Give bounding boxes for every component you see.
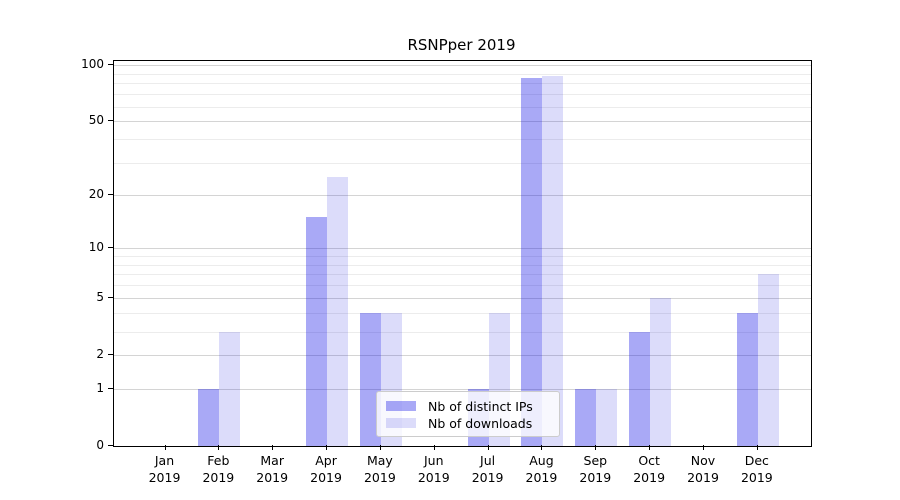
bar-aug-downloads (542, 76, 564, 446)
x-tick-label-aug: Aug 2019 (525, 453, 558, 485)
x-tick-mark (703, 445, 704, 450)
x-tick-mark (541, 445, 543, 450)
major-gridline (114, 121, 811, 123)
legend-swatch-downloads (386, 418, 416, 428)
x-tick-label-feb: Feb 2019 (202, 453, 235, 485)
bar-apr-downloads (327, 177, 349, 446)
x-tick-label-nov: Nov 2019 (687, 453, 719, 485)
y-tick-label: 0 (96, 438, 104, 452)
minor-gridline (114, 255, 811, 257)
y-tick-mark (108, 354, 113, 356)
minor-gridline (114, 313, 811, 315)
x-tick-label-oct: Oct 2019 (633, 453, 666, 485)
y-tick-mark (108, 247, 113, 249)
bar-apr-ips (306, 217, 328, 446)
x-tick-mark (272, 445, 274, 450)
x-tick-label-may: May 2019 (363, 453, 396, 485)
legend-item-distinct-ips: Nb of distinct IPs (386, 398, 550, 414)
minor-gridline (114, 106, 811, 108)
y-tick-mark (108, 193, 113, 195)
bar-dec-ips (736, 313, 758, 446)
x-tick-label-mar: Mar 2019 (256, 453, 289, 485)
x-tick-mark (649, 445, 651, 450)
y-tick-label: 1 (96, 380, 104, 395)
major-gridline (114, 298, 811, 300)
chart-title: RSNPper 2019 (407, 36, 516, 54)
bar-feb-downloads (219, 331, 241, 446)
minor-gridline (114, 94, 811, 96)
major-gridline (114, 194, 811, 196)
x-tick-label-sep: Sep 2019 (579, 453, 612, 485)
minor-gridline (114, 73, 811, 75)
major-gridline (114, 65, 811, 66)
legend-label-downloads: Nb of downloads (428, 415, 533, 431)
bar-sep-downloads (596, 388, 618, 446)
bar-oct-ips (629, 331, 651, 446)
y-tick-label: 50 (88, 113, 104, 128)
major-gridline (114, 248, 811, 250)
legend-item-downloads: Nb of downloads (386, 415, 550, 431)
legend-label-distinct-ips: Nb of distinct IPs (428, 398, 533, 414)
x-tick-label-jul: Jul 2019 (471, 453, 504, 485)
legend-swatch-distinct-ips (386, 401, 416, 411)
minor-gridline (114, 139, 811, 141)
x-tick-mark (379, 445, 381, 450)
major-gridline (114, 388, 811, 390)
legend: Nb of distinct IPs Nb of downloads (376, 391, 560, 437)
minor-gridline (114, 264, 811, 266)
minor-gridline (114, 83, 811, 85)
y-tick-mark (108, 445, 113, 446)
x-tick-mark (326, 445, 328, 450)
y-tick-label: 5 (96, 290, 104, 305)
bar-may-ips (359, 313, 381, 446)
y-tick-label: 100 (81, 57, 104, 71)
x-tick-mark (433, 445, 435, 450)
y-tick-label: 20 (88, 186, 104, 201)
minor-gridline (114, 162, 811, 164)
y-tick-mark (108, 387, 113, 389)
x-tick-mark (487, 445, 489, 450)
plot-area: Nb of distinct IPs Nb of downloads (113, 60, 812, 447)
bar-aug-ips (521, 78, 543, 446)
y-tick-mark (108, 64, 113, 65)
x-tick-label-apr: Apr 2019 (310, 453, 342, 485)
bar-oct-downloads (650, 298, 672, 446)
x-tick-mark (218, 445, 220, 450)
x-tick-mark (595, 445, 597, 450)
x-tick-label-jan: Jan 2019 (148, 453, 181, 485)
y-tick-mark (108, 297, 113, 299)
y-tick-label: 10 (88, 240, 104, 255)
minor-gridline (114, 274, 811, 276)
x-tick-mark (164, 445, 166, 450)
bar-dec-downloads (757, 274, 779, 446)
y-tick-label: 2 (96, 347, 104, 362)
minor-gridline (114, 331, 811, 333)
bar-feb-ips (198, 388, 220, 446)
x-tick-mark (756, 445, 758, 450)
y-tick-mark (108, 120, 113, 122)
major-gridline (114, 355, 811, 357)
x-tick-label-dec: Dec 2019 (740, 453, 773, 485)
x-tick-label-jun: Jun 2019 (417, 453, 450, 485)
bar-sep-ips (575, 388, 597, 446)
minor-gridline (114, 285, 811, 287)
